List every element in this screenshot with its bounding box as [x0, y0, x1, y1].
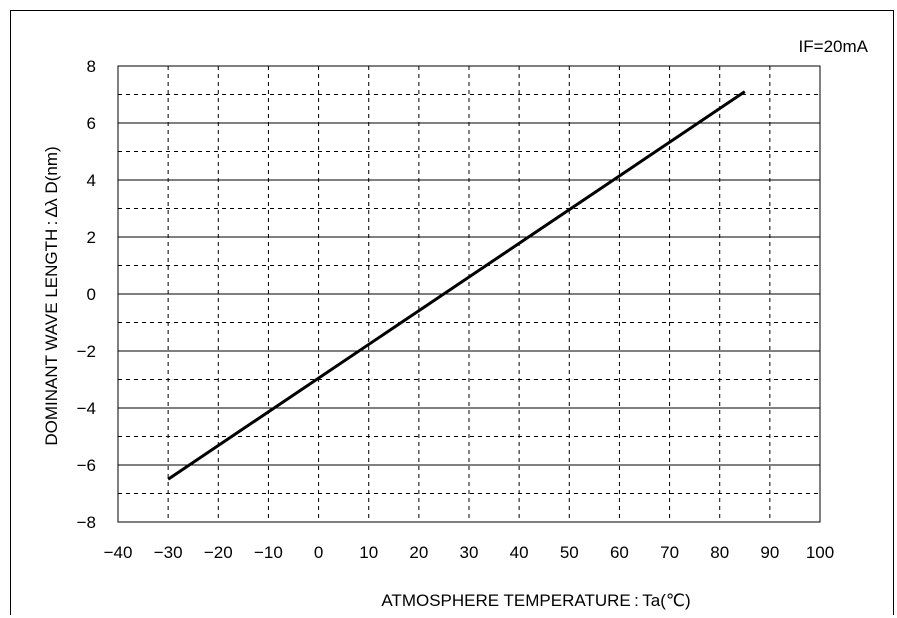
series-layer	[167, 90, 746, 481]
x-tick-label: 60	[610, 543, 629, 562]
y-tick-label: 2	[87, 228, 96, 247]
y-tick-label: 6	[87, 114, 96, 133]
y-tick-label: −8	[77, 513, 96, 532]
x-tick-label: −20	[204, 543, 233, 562]
y-tick-label: −2	[77, 342, 96, 361]
x-tick-label: 30	[460, 543, 479, 562]
x-tick-label: −30	[154, 543, 183, 562]
annotation-label: IF=20mA	[799, 37, 869, 56]
x-tick-label: 0	[314, 543, 323, 562]
chart-frame	[10, 10, 894, 615]
y-tick-label: −4	[77, 399, 96, 418]
x-tick-labels: −40 −30 −20 −10 0 10 20 30 40 50 60 70 80 90 100	[104, 543, 835, 562]
series-line	[167, 90, 746, 481]
y-tick-label: 8	[87, 57, 96, 76]
plot-border	[117, 65, 821, 523]
x-tick-label: 20	[409, 543, 428, 562]
x-tick-label: −40	[104, 543, 133, 562]
y-tick-label: −6	[77, 456, 96, 475]
x-tick-label: 80	[710, 543, 729, 562]
x-tick-label: 10	[359, 543, 378, 562]
x-tick-label: 90	[760, 543, 779, 562]
x-tick-label: 40	[510, 543, 529, 562]
x-tick-label: 50	[560, 543, 579, 562]
x-tick-label: 70	[660, 543, 679, 562]
x-tick-label: 100	[806, 543, 834, 562]
y-tick-labels: −8 −6 −4 −2 0 2 4 6 8	[77, 57, 96, 532]
grid	[118, 66, 820, 522]
y-axis-title: DOMINANT WAVE LENGTH : ∆λ D(nm)	[42, 146, 61, 445]
x-axis-title: ATMOSPHERE TEMPERATURE : Ta(℃)	[381, 591, 690, 610]
y-tick-label: 0	[87, 285, 96, 304]
x-tick-label: −10	[254, 543, 283, 562]
y-tick-label: 4	[87, 171, 96, 190]
